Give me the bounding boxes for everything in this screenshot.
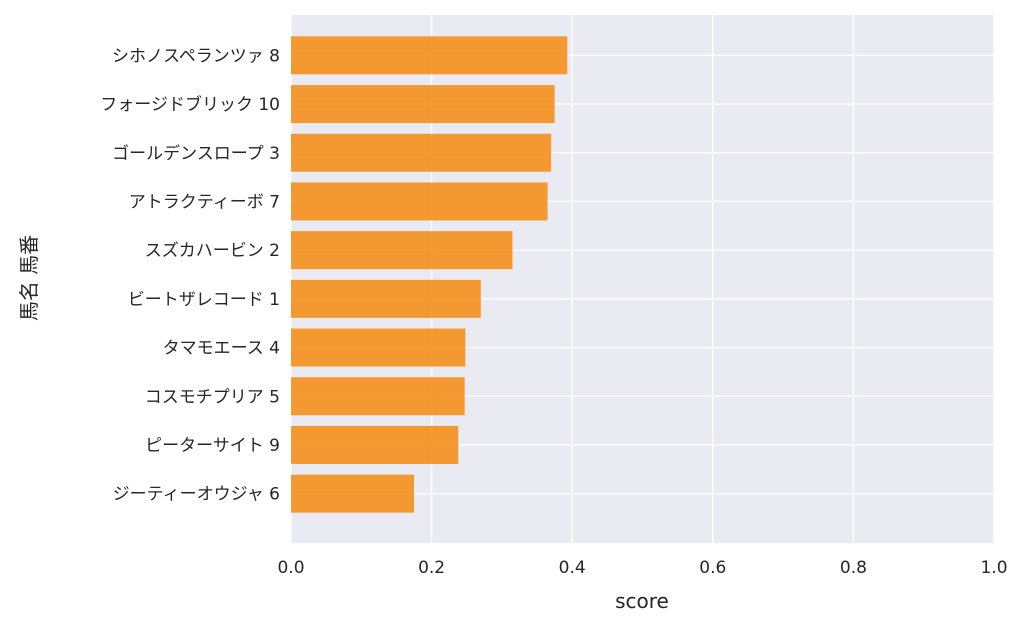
x-tick-label: 0.8 <box>840 558 867 578</box>
bar <box>291 279 481 318</box>
bar <box>291 377 465 416</box>
bar <box>291 328 466 367</box>
x-tick-label: 0.4 <box>559 558 586 578</box>
y-tick-label: ゴールデンスロープ 3 <box>112 143 280 164</box>
y-tick-label: ビートザレコード 1 <box>128 290 280 310</box>
y-axis-label: 馬名 馬番 <box>17 235 41 321</box>
y-tick-label: フォージドブリック 10 <box>100 94 280 115</box>
y-tick-label: ジーティーオウジャ 6 <box>113 485 280 505</box>
y-tick-label: シホノスペランツァ 8 <box>112 46 280 66</box>
y-tick-label: アトラクティーボ 7 <box>129 192 280 212</box>
x-tick-label: 0.0 <box>277 558 304 578</box>
bar <box>291 133 552 172</box>
y-tick-label: ピーターサイト 9 <box>145 436 280 456</box>
bars <box>291 36 568 513</box>
x-tick-labels: 0.0 0.2 0.4 0.6 0.8 1.0 <box>277 558 1007 578</box>
bar <box>291 474 415 513</box>
y-tick-label: タマモエース 4 <box>163 339 280 359</box>
bar <box>291 425 459 464</box>
x-tick-label: 0.2 <box>418 558 445 578</box>
y-tick-label: スズカハービン 2 <box>145 241 280 261</box>
y-tick-labels: シホノスペランツァ 8 フォージドブリック 10 ゴールデンスロープ 3 アトラクティ… <box>100 46 280 504</box>
bar <box>291 231 513 270</box>
bar <box>291 85 555 124</box>
x-tick-label: 0.6 <box>699 558 726 578</box>
x-axis-label: score <box>615 589 669 613</box>
bar <box>291 182 548 221</box>
y-tick-label: コスモチプリア 5 <box>145 387 280 407</box>
x-tick-label: 1.0 <box>980 558 1007 578</box>
bar <box>291 36 568 75</box>
